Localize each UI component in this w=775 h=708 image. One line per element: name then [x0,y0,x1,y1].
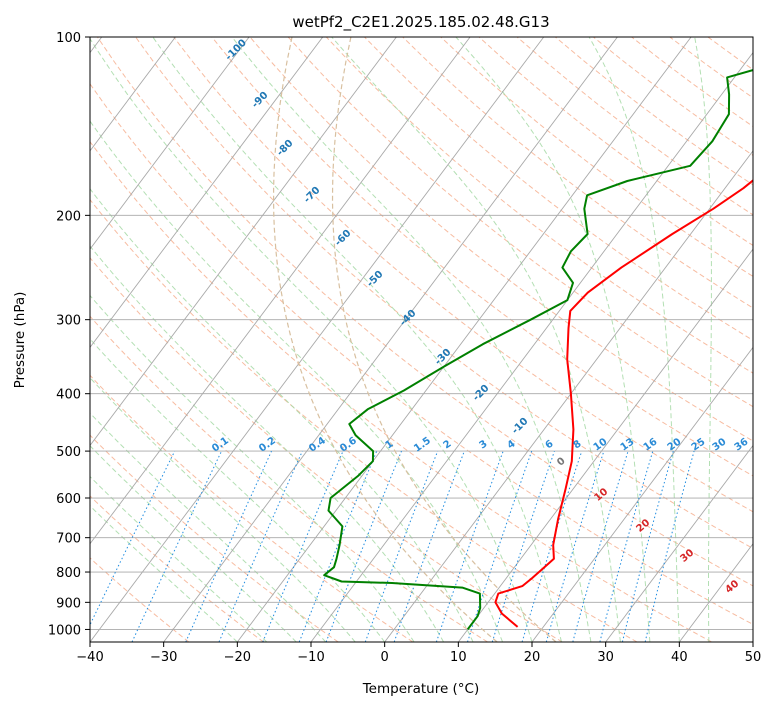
x-tick-label: −10 [297,650,324,665]
dry-adiabat [325,37,753,374]
mixing-ratio-line [364,450,439,642]
y-tick-label: 100 [56,31,81,46]
x-axis-ticks: −40 −30 −20 −10 0 10 20 30 40 50 [76,642,761,665]
x-tick-label: 10 [450,650,467,665]
isotherm [90,37,176,152]
moist-adiabat [90,412,327,642]
x-tick-label: 40 [671,650,688,665]
y-tick-label: 700 [56,532,81,547]
mixing-ratio-line [621,450,674,642]
moist-adiabat [90,37,533,642]
dry-adiabat [211,37,753,477]
dry-adiabat [90,257,563,642]
dry-adiabat [402,37,753,309]
x-tick-label: 0 [381,650,389,665]
dry-adiabat [90,83,753,625]
y-tick-label: 800 [56,566,81,581]
x-tick-label: −30 [150,650,177,665]
dry-adiabat [90,140,712,642]
moist-adiabat [90,188,474,642]
moist-adiabat [90,377,356,642]
moist-adiabat [90,294,415,642]
x-tick-label: −40 [76,650,103,665]
y-axis-label: Pressure (hPa) [12,292,28,389]
y-tick-label: 300 [56,314,81,329]
x-tick-label: 30 [597,650,614,665]
moist-adiabat [90,120,503,642]
y-tick-label: 200 [56,209,81,224]
y-tick-label: 400 [56,388,81,403]
y-tick-label: 500 [56,445,81,460]
x-tick-label: 50 [745,650,762,665]
data-lines [323,69,753,630]
isotherm [531,346,753,642]
mixing-ratio-line [545,450,605,642]
y-tick-label: 1000 [48,623,81,638]
isotherm [90,37,250,250]
moist-adiabat [694,37,712,642]
isotherm [310,51,753,642]
dry-adiabat [364,37,753,341]
mixing-ratio-line [491,450,555,642]
moist-adiabat [152,37,562,642]
isotherm [90,37,397,447]
dry-adiabat [90,315,488,642]
plot-frame [89,36,754,643]
isotherm [236,37,692,642]
dry-adiabat [90,434,339,642]
y-axis-ticks: 100 200 300 400 500 600 700 800 900 1000 [48,31,90,638]
isotherm [605,444,753,642]
mixing-ratio-line [325,450,402,642]
dry-adiabat [96,37,753,587]
background-lines [90,37,753,642]
y-tick-label: 600 [56,492,81,507]
moist-adiabat [90,245,445,642]
moist-adiabat [90,475,268,642]
mixing-ratio-line [262,450,344,642]
temperature-profile [494,179,753,628]
mixing-ratio-line [572,450,629,642]
mixing-ratio-line [435,450,504,642]
moist-adiabat [331,37,621,642]
y-tick-label: 900 [56,596,81,611]
mixing-ratio-line [185,450,272,642]
isotherm [90,37,471,545]
isotherm [384,150,753,642]
dry-adiabat [249,37,753,442]
mixing-ratio-line [599,450,654,642]
dry-adiabat [173,37,753,513]
dewpoint-profile [323,69,753,630]
isotherm [163,37,618,642]
isotherm [90,37,324,349]
mixing-ratio-line [218,450,303,642]
moist-adiabat [90,445,297,642]
dry-adiabat-arc [331,37,557,642]
mixing-ratio-line [90,450,176,626]
mixing-ratio-line [644,450,695,642]
isotherm [752,641,753,642]
chart-title: wetPf2_C2E1.2025.185.02.48.G13 [292,13,549,32]
isotherm [457,248,753,642]
moist-adiabat [231,37,592,642]
mixing-ratio-line [298,450,378,642]
moist-adiabat [588,37,680,642]
isotherm [90,37,545,642]
dry-adiabat-arc [273,37,498,642]
mixing-ratio-line [393,450,465,642]
x-tick-label: 20 [524,650,541,665]
dry-adiabat [90,198,638,642]
dry-adiabat [90,495,264,642]
x-tick-label: −20 [224,650,251,665]
x-axis-label: Temperature (°C) [362,681,480,697]
dry-adiabat [90,557,190,642]
